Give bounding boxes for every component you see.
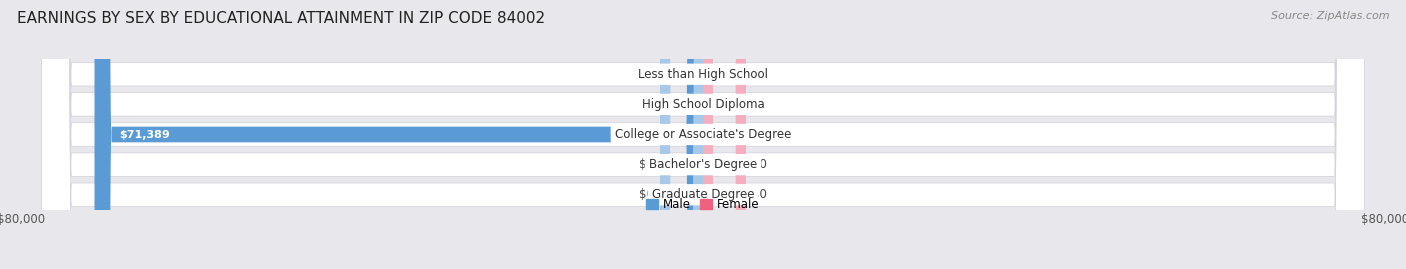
FancyBboxPatch shape — [703, 0, 745, 269]
FancyBboxPatch shape — [42, 0, 1364, 269]
Text: $0: $0 — [752, 98, 768, 111]
FancyBboxPatch shape — [42, 0, 1364, 269]
FancyBboxPatch shape — [661, 0, 703, 269]
Text: Less than High School: Less than High School — [638, 68, 768, 81]
FancyBboxPatch shape — [703, 0, 745, 269]
Text: $0: $0 — [752, 68, 768, 81]
FancyBboxPatch shape — [661, 0, 703, 269]
Text: $0: $0 — [752, 188, 768, 201]
Text: Bachelor's Degree: Bachelor's Degree — [650, 158, 756, 171]
Text: EARNINGS BY SEX BY EDUCATIONAL ATTAINMENT IN ZIP CODE 84002: EARNINGS BY SEX BY EDUCATIONAL ATTAINMEN… — [17, 11, 546, 26]
Text: Graduate Degree: Graduate Degree — [652, 188, 754, 201]
FancyBboxPatch shape — [703, 0, 745, 269]
FancyBboxPatch shape — [42, 0, 1364, 269]
Text: College or Associate's Degree: College or Associate's Degree — [614, 128, 792, 141]
Legend: Male, Female: Male, Female — [641, 193, 765, 216]
FancyBboxPatch shape — [661, 0, 703, 269]
FancyBboxPatch shape — [42, 0, 1364, 269]
Text: $0: $0 — [638, 188, 654, 201]
Text: $0: $0 — [638, 98, 654, 111]
FancyBboxPatch shape — [42, 0, 1364, 269]
Text: $0: $0 — [752, 158, 768, 171]
FancyBboxPatch shape — [94, 0, 703, 269]
Text: $71,389: $71,389 — [120, 129, 170, 140]
FancyBboxPatch shape — [661, 0, 703, 269]
Text: $0: $0 — [638, 68, 654, 81]
Text: $0: $0 — [638, 158, 654, 171]
FancyBboxPatch shape — [703, 0, 745, 269]
FancyBboxPatch shape — [703, 0, 745, 269]
Text: Source: ZipAtlas.com: Source: ZipAtlas.com — [1271, 11, 1389, 21]
Text: High School Diploma: High School Diploma — [641, 98, 765, 111]
Text: $0: $0 — [752, 128, 768, 141]
